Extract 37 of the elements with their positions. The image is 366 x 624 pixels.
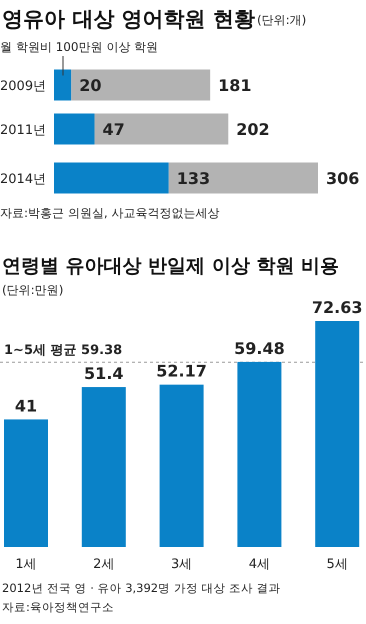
text: 2012년 전국 영 · 유아 3,392명 가정 대상 조사 결과 (2, 581, 281, 595)
bar (71, 70, 210, 100)
chart-title: 영유아 대상 영어학원 현황 (2, 7, 255, 31)
total-label: 202 (236, 120, 270, 139)
bar (237, 362, 282, 547)
series-label: 월 학원비 100만원 이상 학원 (0, 40, 158, 54)
bar (82, 387, 126, 547)
total-label: 181 (218, 76, 252, 95)
y-tick-label: 2014년 (0, 172, 46, 187)
data-label: 72.63 (312, 298, 363, 317)
total-label: 306 (326, 169, 360, 188)
chart-subtitle: (단위:만원) (2, 283, 64, 297)
data-label: 41 (14, 396, 38, 416)
x-tick-label: 3세 (170, 557, 192, 572)
y-tick-label: 2011년 (0, 123, 46, 138)
x-tick-label: 1세 (15, 557, 37, 572)
chart-subtitle: (단위:개) (256, 13, 306, 27)
bar (168, 162, 318, 194)
y-tick-label: 2009년 (0, 79, 46, 94)
x-tick-label: 4세 (248, 557, 270, 572)
bar (315, 321, 360, 547)
chart-title: 연령별 유아대상 반일제 이상 학원 비용 (2, 255, 340, 277)
data-label: 51.4 (84, 364, 124, 384)
text: 자료:육아정책연구소 (2, 600, 114, 614)
data-label: 133 (176, 169, 210, 188)
bar (4, 419, 48, 547)
x-tick-label: 5세 (326, 557, 348, 572)
bar (160, 384, 204, 547)
x-tick-label: 2세 (93, 557, 114, 572)
ref-line-label: 1~5세 평균 59.38 (4, 343, 122, 358)
text: 자료:박홍근 의원실, 사교육걱정없는세상 (0, 206, 220, 220)
data-label: 47 (102, 120, 125, 139)
bar (54, 70, 72, 100)
bar (54, 162, 169, 194)
data-label: 20 (79, 76, 102, 95)
data-label: 52.17 (156, 362, 207, 381)
data-label: 59.48 (234, 338, 285, 358)
